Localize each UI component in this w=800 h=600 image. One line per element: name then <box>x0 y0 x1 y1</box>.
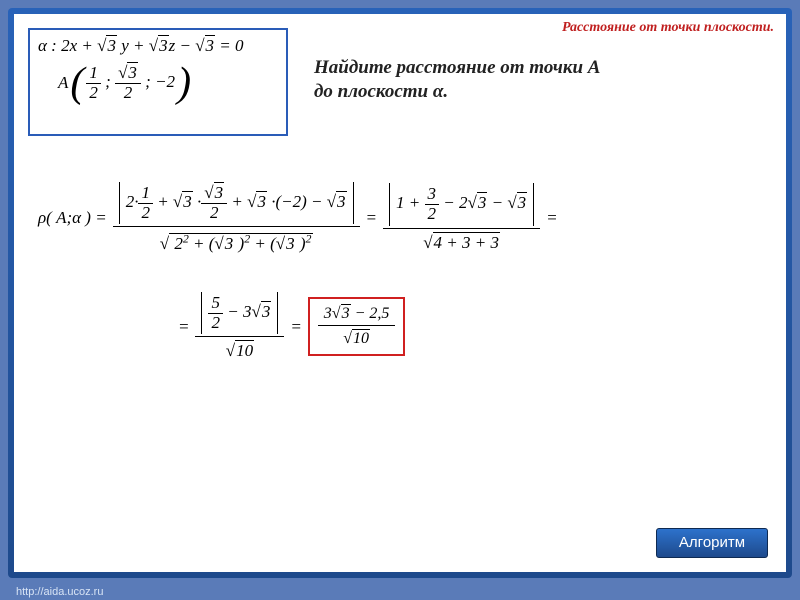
sqrt3-y: 3 <box>118 64 138 83</box>
eq-part: 2x + <box>61 36 97 55</box>
task-line1: Найдите расстояние от точки А <box>314 56 776 80</box>
slide-body: Расстояние от точки плоскости. α : 2x + … <box>14 14 786 572</box>
footer-url: http://aida.ucoz.ru <box>16 586 103 598</box>
sqrt3-3: 3 <box>195 36 215 56</box>
task-text: Найдите расстояние от точки А до плоскос… <box>314 56 776 104</box>
sqrt: 3 <box>251 302 271 322</box>
calc-line2: = 52 − 33 10 = 33 − 2,5 10 <box>178 290 776 363</box>
calculation: ρ( A;α ) = 2·12 + 3 ·32 + 3 ·(−2) − 3 22… <box>38 180 776 363</box>
eq-part: = 0 <box>215 36 243 55</box>
step3: 52 − 33 10 <box>195 290 284 363</box>
topic-title: Расстояние от точки плоскости. <box>562 20 774 36</box>
sqrt: 3 <box>276 234 296 254</box>
point-z: −2 <box>155 72 175 91</box>
plane-equation: α : 2x + 3 y + 3z − 3 = 0 <box>38 36 278 56</box>
algorithm-button[interactable]: Алгоритм <box>656 528 768 558</box>
sqrt: 3 <box>327 192 347 212</box>
plane-alpha: α : <box>38 36 61 55</box>
sqrt-den1: 22 + (3 )2 + (3 )2 <box>160 231 313 254</box>
rho-label: ρ( A;α ) = <box>38 208 107 228</box>
task-line2: до плоскости α. <box>314 80 776 104</box>
sqrt: 3 <box>332 305 351 323</box>
sqrt: 3 <box>173 192 193 212</box>
sqrt: 3 <box>468 193 488 213</box>
given-box: α : 2x + 3 y + 3z − 3 = 0 A ( 12 ; 32 ; … <box>28 28 288 136</box>
sqrt: 3 <box>214 234 234 254</box>
sqrt3-1: 3 <box>97 36 117 56</box>
eq-part: z − <box>169 36 196 55</box>
sqrt: 3 <box>507 193 527 213</box>
abs2: 1 + 32 − 23 − 3 <box>389 183 534 225</box>
den1: 22 + (3 )2 + (3 )2 <box>113 226 360 256</box>
point-a: A ( 12 ; 32 ; −2 ) <box>58 62 191 104</box>
eq-part: y + <box>117 36 149 55</box>
step1: 2·12 + 3 ·32 + 3 ·(−2) − 3 22 + (3 )2 + … <box>113 180 360 256</box>
paren-left: ( <box>70 62 84 104</box>
equals: = <box>366 208 377 228</box>
answer-box: 33 − 2,5 10 <box>308 297 406 356</box>
abs3: 52 − 33 <box>201 292 278 334</box>
sqrt: 3 <box>204 184 224 203</box>
sqrt-den3: 10 <box>226 341 254 361</box>
equals: = <box>178 317 189 337</box>
point-x: 12 <box>86 64 101 102</box>
sep: ; <box>145 72 151 91</box>
answer: 33 − 2,5 10 <box>318 303 396 350</box>
sqrt: 3 <box>247 192 267 212</box>
sqrt3-2: 3 <box>149 36 169 56</box>
point-y: 32 <box>115 64 141 102</box>
paren-right: ) <box>177 62 191 104</box>
calc-line1: ρ( A;α ) = 2·12 + 3 ·32 + 3 ·(−2) − 3 22… <box>38 180 776 256</box>
step2: 1 + 32 − 23 − 3 4 + 3 + 3 <box>383 181 540 254</box>
sqrt-ans-den: 10 <box>343 330 370 348</box>
point-label: A <box>58 73 68 93</box>
equals: = <box>546 208 557 228</box>
sep: ; <box>105 72 111 91</box>
equals: = <box>290 317 301 337</box>
abs1: 2·12 + 3 ·32 + 3 ·(−2) − 3 <box>119 182 354 224</box>
sqrt-den2: 4 + 3 + 3 <box>423 233 500 253</box>
slide-frame: Расстояние от точки плоскости. α : 2x + … <box>8 8 792 578</box>
